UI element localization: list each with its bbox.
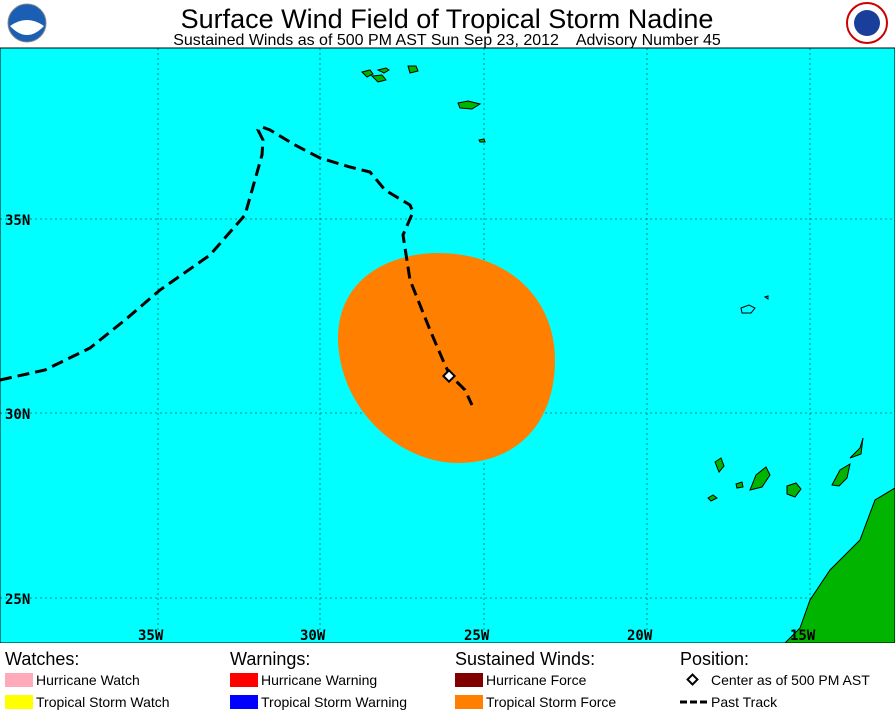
africa-coast <box>783 487 895 644</box>
legend-item-label: Hurricane Watch <box>36 672 140 688</box>
legend-item-label: Tropical Storm Warning <box>261 694 407 710</box>
legend-item-label: Tropical Storm Watch <box>36 694 170 710</box>
legend-swatch <box>5 673 33 687</box>
azores <box>361 65 486 143</box>
longitude-label: 35W <box>138 628 164 644</box>
legend-section-title: Watches: <box>5 649 79 669</box>
past-track <box>0 125 474 406</box>
legend-swatch <box>455 695 483 709</box>
noaa-logo-bird <box>10 20 44 35</box>
graticule <box>0 48 895 643</box>
title: Surface Wind Field of Tropical Storm Nad… <box>181 4 714 34</box>
legend: Watches: Hurricane Watch Tropical Storm Wa… <box>5 649 870 710</box>
canary-islands <box>707 437 864 502</box>
storm-center <box>441 368 457 384</box>
legend-item-label: Hurricane Force <box>486 672 587 688</box>
latitude-label: 25N <box>5 592 30 608</box>
legend-swatch <box>5 695 33 709</box>
latitude-label: 35N <box>5 213 30 229</box>
land <box>361 65 895 644</box>
latitude-label: 30N <box>5 407 30 423</box>
legend-center-symbol <box>686 673 699 686</box>
legend-item-label: Center as of 500 PM AST <box>711 672 870 688</box>
legend-section-title: Sustained Winds: <box>455 649 595 669</box>
legend-swatch <box>230 695 258 709</box>
legend-section-title: Warnings: <box>230 649 310 669</box>
longitude-label: 25W <box>464 628 490 644</box>
nws-logo-inner <box>854 10 880 36</box>
legend-swatch <box>455 673 483 687</box>
legend-item-label: Hurricane Warning <box>261 672 377 688</box>
legend-item-label: Past Track <box>711 694 778 710</box>
longitude-label: 15W <box>790 628 816 644</box>
longitude-label: 30W <box>300 628 326 644</box>
legend-swatch <box>230 673 258 687</box>
legend-panel <box>0 643 895 716</box>
madeira <box>740 295 769 314</box>
tropical-storm-force-wind-field <box>337 252 555 464</box>
longitude-label: 20W <box>627 628 653 644</box>
subtitle: Sustained Winds as of 500 PM AST Sun Sep… <box>173 32 721 49</box>
legend-section-title: Position: <box>680 649 749 669</box>
legend-item-label: Tropical Storm Force <box>486 694 616 710</box>
